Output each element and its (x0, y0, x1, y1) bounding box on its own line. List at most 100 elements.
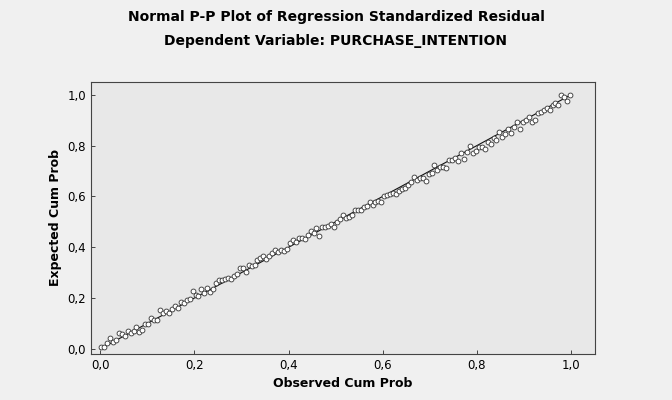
Point (456, 150, 466, 156)
Point (288, 237, 298, 244)
Point (208, 285, 218, 292)
Point (202, 284, 212, 291)
Point (158, 310, 169, 316)
Point (390, 191, 401, 198)
Point (491, 137, 502, 144)
Point (187, 288, 198, 294)
Point (264, 253, 275, 260)
Point (352, 207, 363, 213)
Point (362, 203, 372, 209)
Point (405, 179, 416, 186)
Point (120, 333, 130, 339)
Point (140, 321, 151, 328)
Point (110, 337, 121, 344)
Point (417, 174, 428, 181)
Point (134, 329, 145, 335)
Point (503, 126, 513, 132)
Point (290, 239, 301, 245)
Point (114, 330, 124, 336)
Point (488, 135, 499, 141)
Point (432, 167, 443, 173)
Point (497, 134, 508, 140)
Point (305, 228, 316, 234)
Point (155, 307, 165, 313)
Point (317, 224, 328, 230)
Point (269, 247, 280, 254)
Point (426, 169, 437, 176)
Point (485, 141, 496, 147)
Point (167, 306, 177, 312)
Point (216, 277, 227, 283)
Point (530, 117, 540, 123)
Point (220, 276, 230, 282)
Point (95, 344, 106, 350)
Point (444, 157, 455, 164)
Point (125, 329, 136, 336)
Point (299, 236, 310, 242)
Point (482, 139, 493, 146)
Point (420, 178, 431, 184)
Point (228, 273, 239, 279)
Point (512, 119, 523, 125)
Point (562, 98, 573, 104)
Point (343, 214, 354, 220)
Point (506, 130, 517, 136)
Y-axis label: Expected Cum Prob: Expected Cum Prob (48, 150, 62, 286)
Point (355, 207, 366, 214)
Point (131, 324, 142, 330)
Point (523, 114, 534, 120)
Point (231, 270, 242, 277)
Point (415, 175, 425, 182)
Point (193, 293, 204, 299)
Point (282, 246, 292, 252)
Point (211, 280, 222, 286)
Point (184, 296, 195, 303)
Point (468, 150, 478, 157)
Point (458, 156, 469, 162)
Point (199, 290, 210, 296)
Point (464, 143, 475, 150)
Point (181, 297, 192, 304)
Point (453, 158, 464, 164)
Point (441, 165, 452, 171)
Point (400, 185, 411, 192)
Point (214, 277, 224, 283)
Point (370, 199, 381, 206)
Point (137, 326, 148, 333)
Point (565, 92, 576, 98)
Point (252, 257, 263, 263)
Point (178, 300, 189, 306)
Text: Normal P-P Plot of Regression Standardized Residual: Normal P-P Plot of Regression Standardiz… (128, 10, 544, 24)
Point (396, 186, 407, 192)
Point (258, 253, 269, 260)
Point (146, 315, 157, 322)
Point (261, 256, 271, 262)
Point (249, 262, 260, 268)
Point (379, 193, 390, 200)
Point (173, 304, 183, 311)
Point (122, 328, 133, 334)
Point (314, 232, 325, 239)
Point (326, 221, 337, 227)
Point (517, 119, 528, 125)
Point (175, 298, 186, 305)
Point (367, 202, 378, 208)
Point (241, 269, 251, 276)
Point (332, 218, 343, 225)
Point (394, 187, 405, 194)
Point (494, 128, 505, 135)
Point (294, 235, 304, 242)
Point (349, 207, 360, 213)
Point (479, 146, 490, 152)
Point (547, 102, 558, 108)
Point (411, 177, 422, 183)
Point (385, 191, 396, 197)
Point (222, 275, 233, 281)
Point (447, 156, 458, 163)
Point (255, 254, 266, 261)
Point (196, 286, 207, 292)
Point (267, 250, 278, 256)
Point (550, 100, 561, 106)
Point (435, 164, 446, 170)
Text: Dependent Variable: PURCHASE_INTENTION: Dependent Variable: PURCHASE_INTENTION (165, 34, 507, 48)
